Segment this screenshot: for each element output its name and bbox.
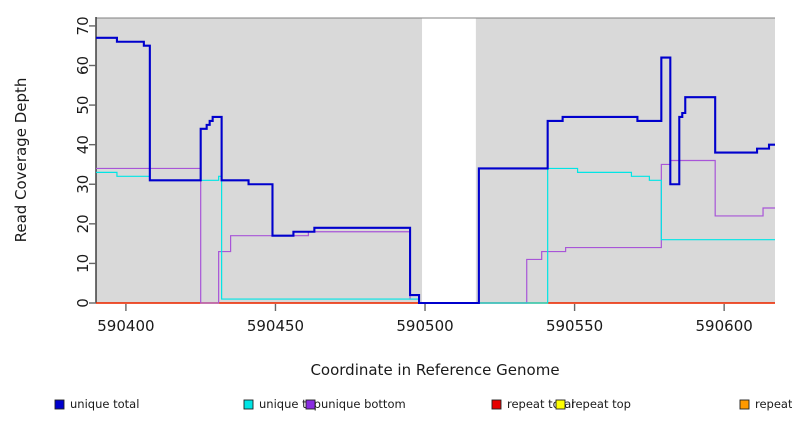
legend-swatch <box>54 399 65 410</box>
legend-swatch <box>305 399 316 410</box>
legend-label: unique top <box>259 397 321 411</box>
legend-label: repeat top <box>571 397 631 411</box>
legend-swatch <box>243 399 254 410</box>
y-tick-label: 50 <box>74 96 92 115</box>
y-tick-label: 20 <box>74 214 92 233</box>
x-axis-title: Coordinate in Reference Genome <box>310 361 559 379</box>
axis-ticks <box>89 17 725 311</box>
legend-item-repeat-bottom[interactable]: repeat bottom <box>739 397 792 411</box>
plot-panel-background <box>96 17 775 303</box>
legend-item-unique-total[interactable]: unique total <box>54 397 139 411</box>
legend-label: repeat bottom <box>755 397 792 411</box>
legend-item-unique-bottom[interactable]: unique bottom <box>305 397 406 411</box>
y-tick-label: 30 <box>74 175 92 194</box>
y-tick-label: 10 <box>74 254 92 273</box>
legend-label: unique bottom <box>321 397 406 411</box>
legend-label: unique total <box>70 397 139 411</box>
y-tick-label: 70 <box>74 16 92 35</box>
axis-tick-labels: 0 10 20 30 40 50 60 70 590400 590450 590500 590550 5… <box>74 16 753 335</box>
x-tick-label: 590450 <box>247 317 304 335</box>
y-tick-label: 40 <box>74 135 92 154</box>
legend-item-unique-top[interactable]: unique top <box>243 397 321 411</box>
x-tick-label: 590400 <box>97 317 154 335</box>
x-tick-label: 590500 <box>396 317 453 335</box>
legend-item-repeat-top[interactable]: repeat top <box>555 397 631 411</box>
legend[interactable]: unique total unique top unique bottom repea… <box>54 397 792 411</box>
legend-swatch <box>555 399 566 410</box>
legend-swatch <box>491 399 502 410</box>
series-unique-total <box>96 36 775 305</box>
x-tick-label: 590600 <box>696 317 753 335</box>
legend-swatch <box>739 399 750 410</box>
x-tick-label: 590550 <box>546 317 603 335</box>
y-tick-label: 60 <box>74 56 92 75</box>
y-axis-title: Read Coverage Depth <box>12 78 30 243</box>
series-lines <box>96 36 775 305</box>
y-tick-label: 0 <box>74 298 92 308</box>
